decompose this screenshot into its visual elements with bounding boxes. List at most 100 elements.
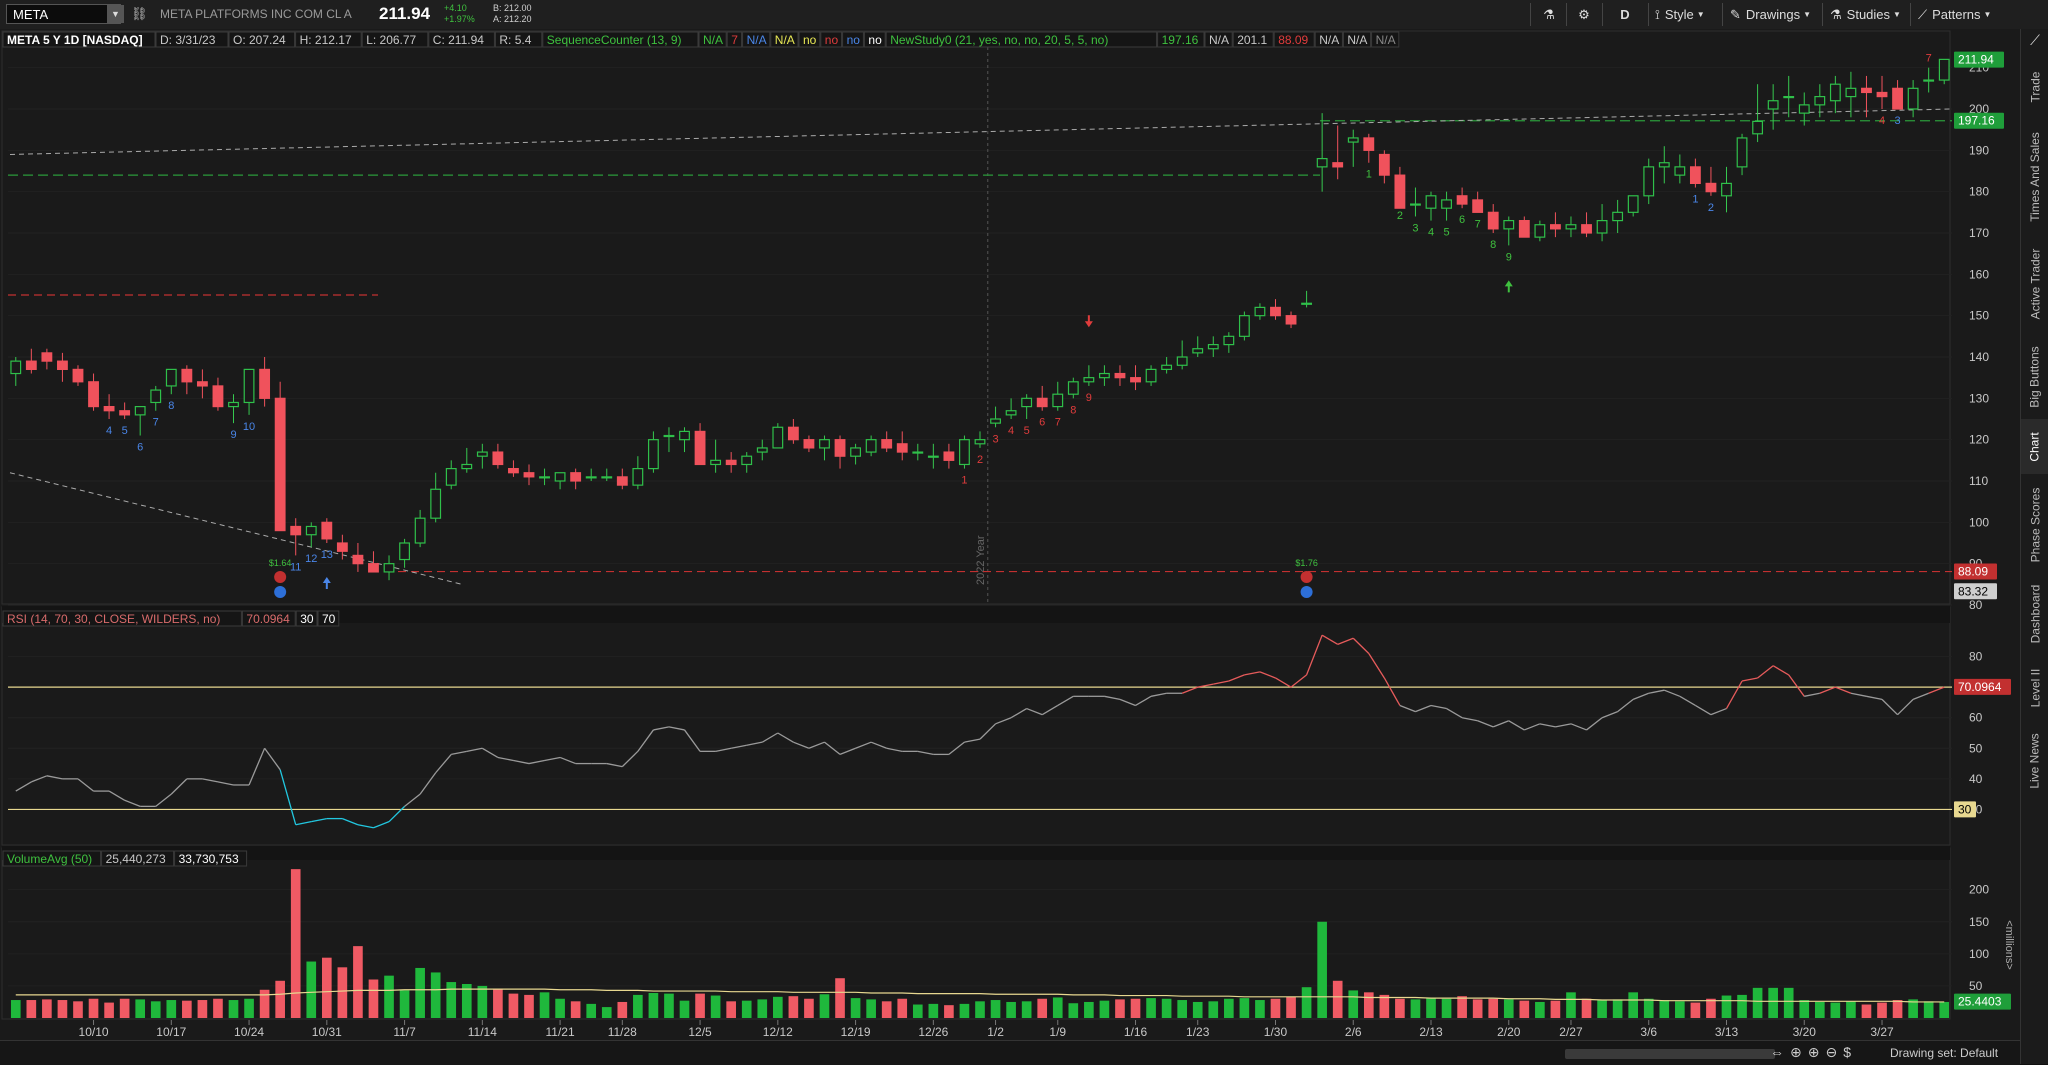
volume-bar: [1255, 1000, 1265, 1018]
rsi-line-segment: [1026, 707, 1043, 716]
volume-bar: [42, 999, 52, 1018]
candle-body: [741, 455, 753, 466]
volume-bar: [897, 998, 908, 1018]
change-pct: +1.97%: [444, 14, 475, 24]
crosshair-icon[interactable]: ⊕: [1790, 1044, 1808, 1060]
tab-dashboard[interactable]: Dashboard: [2021, 574, 2048, 654]
x-axis-label: 12/5: [688, 1025, 712, 1039]
rsi-line-segment: [1477, 720, 1494, 728]
sequence-count-label: 7: [153, 417, 159, 429]
style-button[interactable]: ⟟ Style ▼: [1655, 0, 1705, 29]
volume-unit-label: <millions>: [2003, 920, 2015, 970]
rsi-line-segment: [637, 729, 654, 752]
drawing-set-icon[interactable]: $: [1843, 1044, 1857, 1060]
zoom-out-icon[interactable]: ⊖: [1825, 1044, 1844, 1060]
volume-bar: [244, 998, 254, 1018]
candle-body: [1736, 137, 1748, 168]
volume-bar: [524, 994, 534, 1018]
sequence-count-label: 3: [1895, 115, 1901, 127]
candle-body: [1783, 95, 1795, 99]
rsi-line-segment: [451, 750, 467, 756]
volume-bar: [804, 998, 814, 1018]
zoom-controls[interactable]: ⇔⊕⊕⊖$: [1770, 1044, 1857, 1061]
rsi-line-segment: [839, 747, 856, 756]
tab-phase-scores[interactable]: Phase Scores: [2021, 477, 2048, 572]
period-button[interactable]: D: [1620, 7, 1630, 22]
drawings-button[interactable]: ✎ Drawings ▼: [1730, 0, 1811, 29]
change-abs: +4.10: [444, 3, 467, 13]
link-icon[interactable]: ⛓: [131, 6, 148, 21]
tab-big-buttons[interactable]: Big Buttons: [2021, 334, 2048, 419]
chevron-down-icon[interactable]: ▼: [107, 5, 124, 23]
legend-item: N/A: [747, 33, 767, 47]
rsi-tick-label: 50: [1969, 741, 1983, 755]
x-axis-label: 1/9: [1049, 1025, 1066, 1039]
candle-body: [570, 472, 582, 482]
gear-icon[interactable]: ⚙: [1578, 6, 1590, 22]
chart-area[interactable]: 2022 Year 809010011012013014015016017018…: [0, 29, 2020, 1064]
price-badge-text: 211.94: [1958, 53, 1994, 67]
rsi-tick-label: 80: [1969, 650, 1983, 664]
legend-item: 25,440,273: [106, 852, 166, 866]
price-badge-text: 88.09: [1958, 565, 1988, 579]
volume-bar: [1861, 1004, 1872, 1018]
volume-bar: [1846, 1001, 1856, 1018]
tab-trade[interactable]: Trade: [2021, 57, 2048, 117]
rsi-line-segment: [1430, 704, 1447, 710]
volume-bar: [990, 1000, 1001, 1018]
volume-bar: [1270, 998, 1281, 1018]
volume-bar: [819, 994, 830, 1018]
candle-body: [508, 468, 519, 474]
volume-bar: [1877, 1002, 1887, 1018]
tab-live-news[interactable]: Live News: [2021, 721, 2048, 801]
legend-item: NewStudy0 (21, yes, no, no, 20, 5, 5, no…: [890, 33, 1108, 47]
drawings-label: Drawings: [1745, 7, 1801, 22]
candle-body: [1798, 104, 1810, 114]
drawings-icon: ✎: [1730, 6, 1741, 22]
volume-bar: [679, 1000, 690, 1018]
volume-bar: [353, 946, 363, 1018]
patterns-button[interactable]: ⟋ Patterns ▼: [1918, 0, 1991, 29]
pan-icon[interactable]: ⇔: [1770, 1044, 1790, 1060]
rsi-line-segment: [1586, 717, 1603, 731]
x-axis-label: 2/20: [1497, 1025, 1521, 1039]
toolbar-divider: [1602, 3, 1603, 26]
tab-label: Trade: [2028, 71, 2042, 103]
legend-cell: [885, 31, 1158, 48]
tab-active-trader[interactable]: Active Trader: [2021, 234, 2048, 334]
trend-icon[interactable]: ⟋: [2030, 31, 2040, 48]
volume-bar: [1503, 999, 1514, 1018]
symbol-input[interactable]: META: [6, 4, 121, 24]
rsi-line-segment: [15, 781, 32, 792]
tab-level-ii[interactable]: Level II: [2021, 657, 2048, 719]
drawing-set-label[interactable]: Drawing set: Default: [1890, 1046, 1999, 1060]
candle-body: [461, 463, 473, 470]
legend-item: L: 206.77: [366, 33, 416, 47]
candle-body: [1658, 162, 1670, 168]
rsi-line-segment: [1041, 704, 1059, 716]
candle-body: [1410, 203, 1421, 206]
sequence-count-label: 13: [321, 549, 333, 561]
tab-chart[interactable]: Chart: [2021, 419, 2048, 474]
candle-body: [430, 488, 442, 519]
volume-bar: [1068, 1003, 1079, 1018]
volume-bar: [477, 985, 488, 1018]
legend-item: N/A: [1209, 33, 1229, 47]
volume-bar: [1457, 996, 1467, 1018]
volume-bar: [1472, 999, 1483, 1018]
tab-times-and-sales[interactable]: Times And Sales: [2021, 119, 2048, 234]
candle-body: [1705, 182, 1717, 193]
rsi-line-segment: [1632, 692, 1649, 700]
volume-bar: [570, 1001, 581, 1018]
flask-icon[interactable]: ⚗: [1543, 6, 1555, 22]
volume-bar: [1892, 1000, 1903, 1018]
horizontal-scrollbar[interactable]: [1565, 1049, 1775, 1059]
zoom-in-icon[interactable]: ⊕: [1807, 1044, 1826, 1060]
price-tick-label: 140: [1969, 350, 1989, 364]
rsi-line-segment: [1725, 680, 1743, 709]
volume-bar: [1115, 999, 1125, 1018]
rsi-line-segment: [731, 744, 747, 749]
rsi-line-segment: [1804, 692, 1820, 697]
rsi-line-segment: [1757, 665, 1774, 679]
studies-button[interactable]: ⚗ Studies ▼: [1830, 0, 1901, 29]
